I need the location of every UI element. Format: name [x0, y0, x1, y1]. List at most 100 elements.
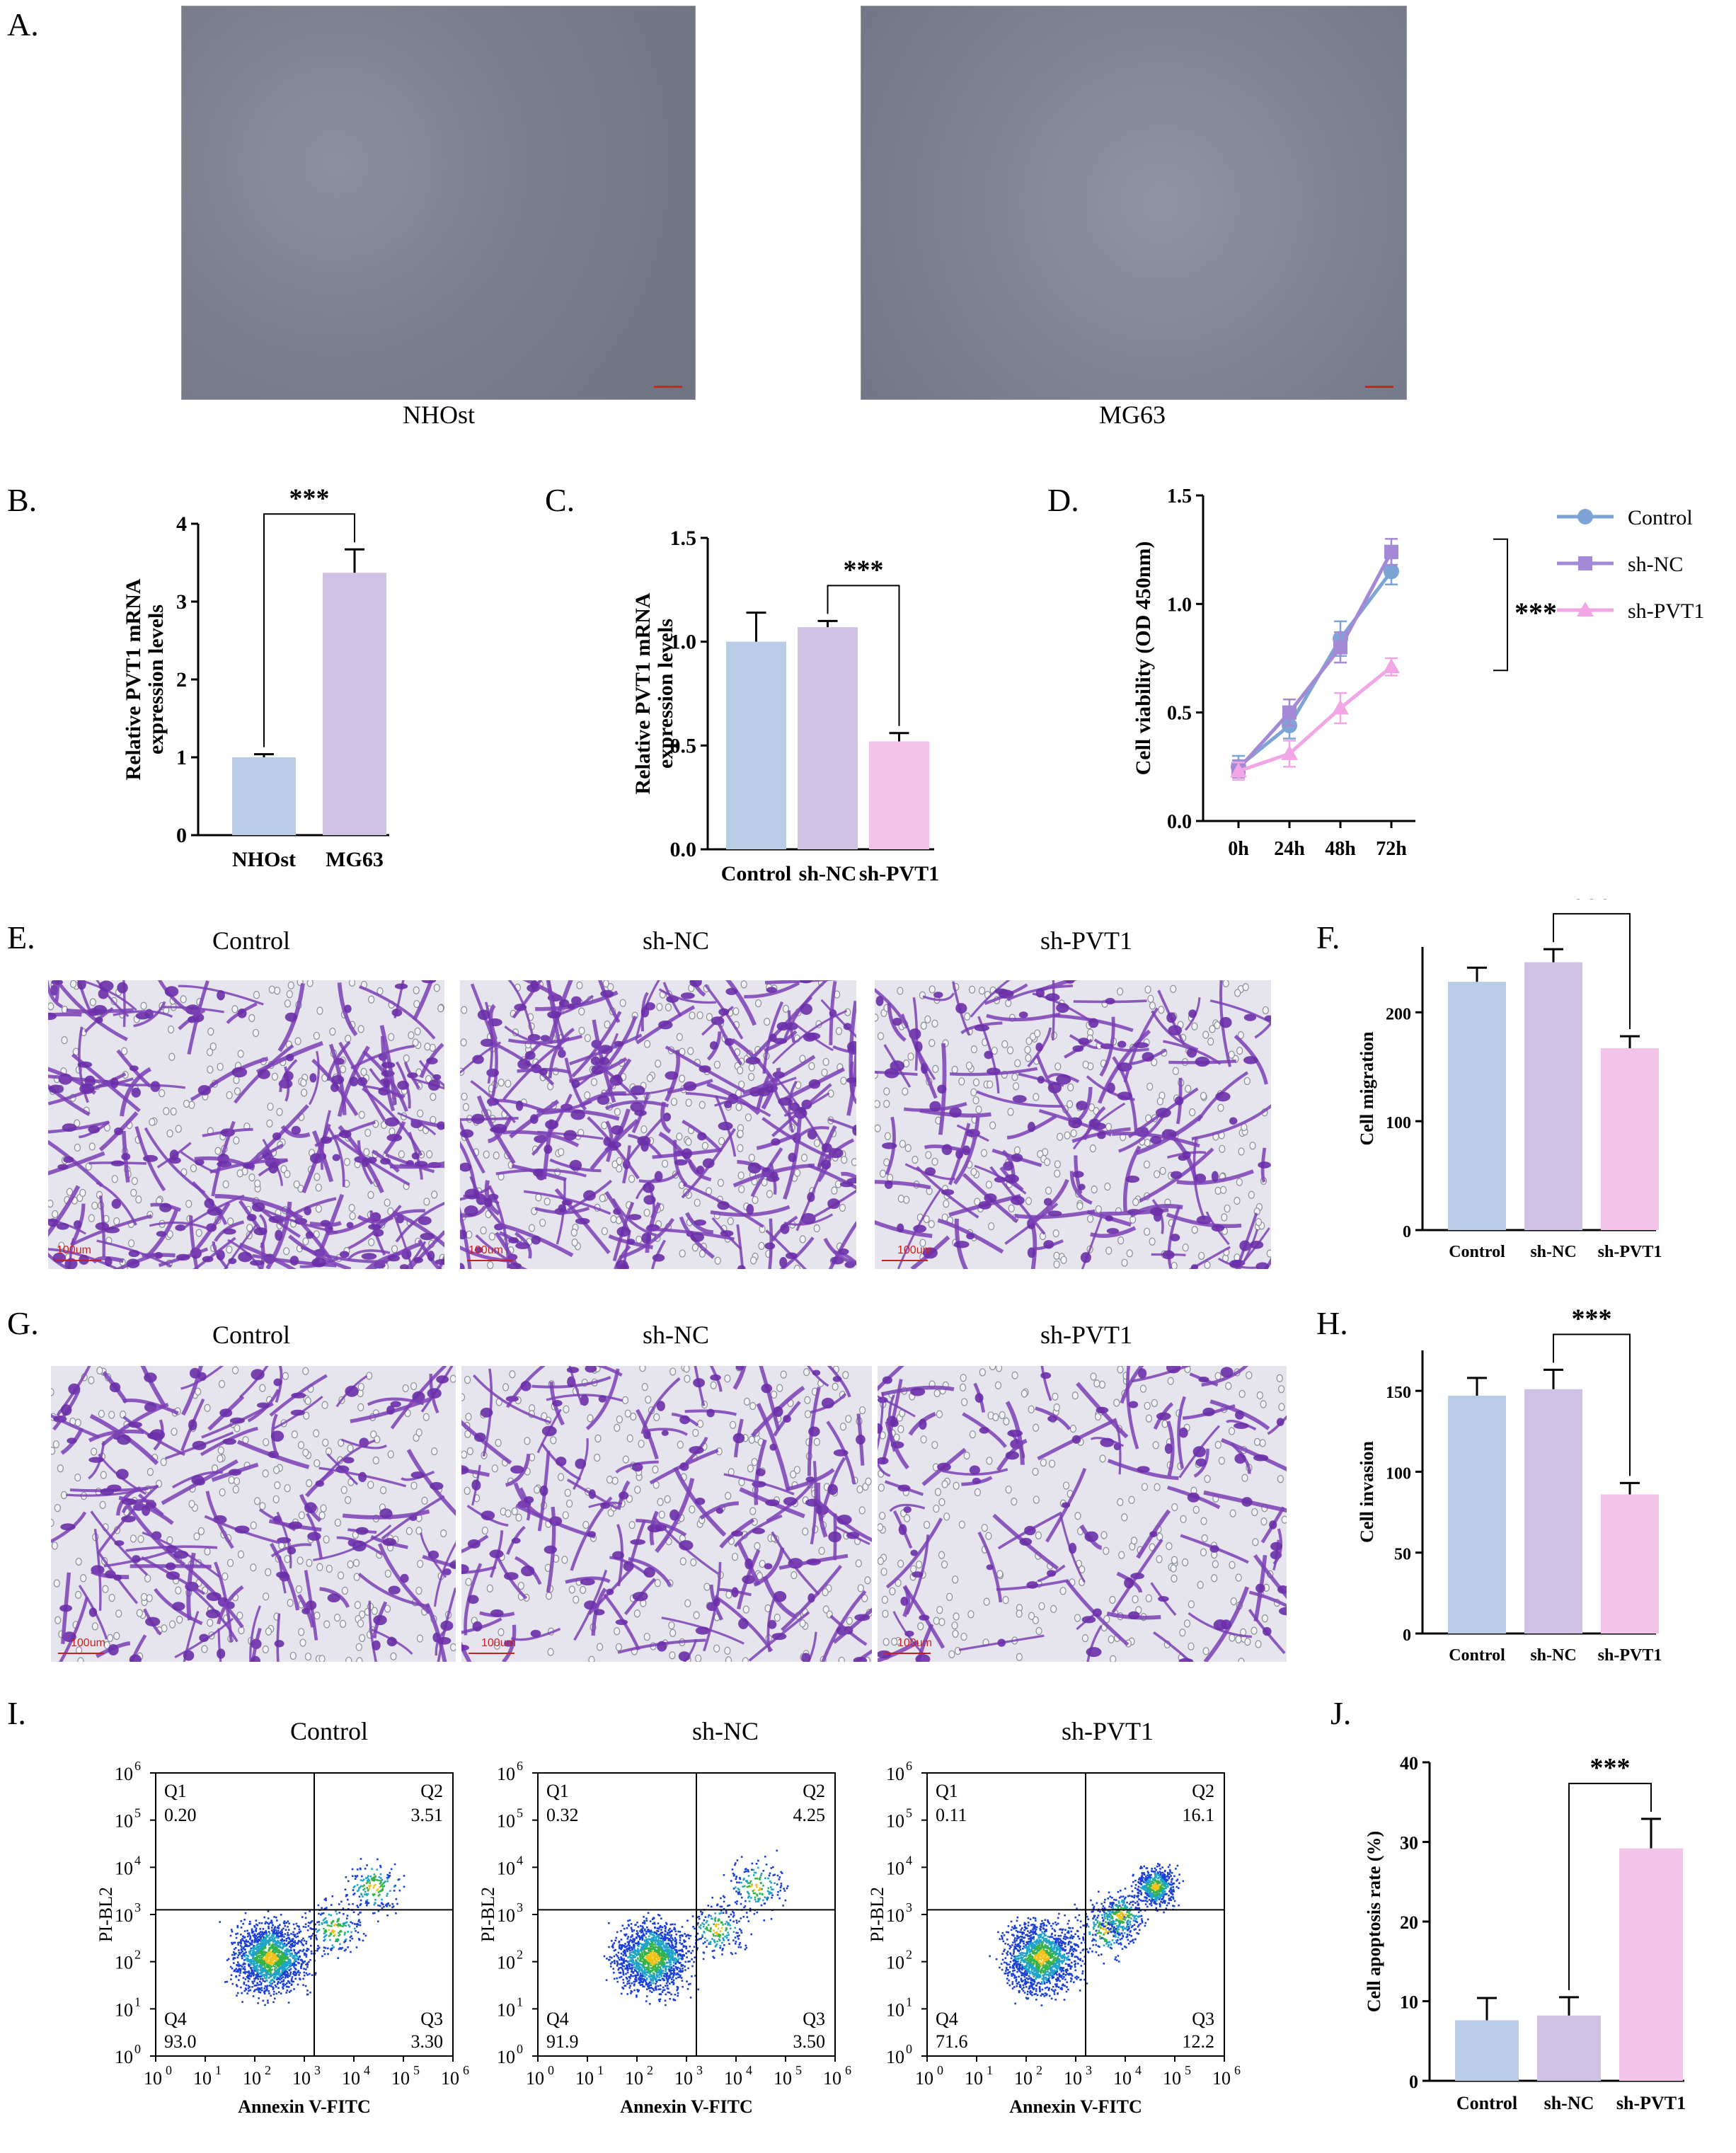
event-dot	[288, 1958, 290, 1960]
stained-cell-process	[362, 1050, 408, 1113]
membrane-pore	[528, 1224, 536, 1232]
y-tick-label: 200	[1386, 1005, 1411, 1023]
significance-label: ***	[289, 488, 330, 513]
membrane-pore	[839, 1423, 847, 1431]
event-dot	[398, 1889, 401, 1892]
membrane-pore	[339, 1619, 347, 1629]
stained-cell-process	[359, 985, 436, 1040]
membrane-pore	[1238, 1658, 1245, 1662]
membrane-pore	[979, 1368, 986, 1377]
event-dot	[272, 2001, 275, 2004]
event-dot	[324, 1947, 327, 1949]
stained-cell-body	[838, 1248, 849, 1256]
membrane-pore	[1025, 1054, 1032, 1062]
event-dot	[280, 1931, 283, 1934]
stained-cell-process	[996, 1438, 1028, 1471]
event-dot	[310, 1952, 313, 1955]
event-dot	[268, 1940, 271, 1942]
event-dot	[268, 1970, 270, 1973]
membrane-pore	[929, 985, 936, 994]
event-dot	[266, 1961, 269, 1964]
x-tick-label: 72h	[1376, 838, 1407, 860]
event-dot	[248, 1952, 251, 1955]
stained-cell-body	[1255, 1262, 1270, 1269]
stained-cell-body	[949, 1107, 962, 1118]
stained-cell-body	[142, 1505, 151, 1516]
event-dot	[291, 1976, 294, 1978]
event-dot	[253, 1963, 256, 1965]
event-dot	[243, 1942, 246, 1944]
stained-cell-process	[1166, 1420, 1175, 1476]
membrane-pore	[558, 1148, 565, 1156]
stained-cell-body	[62, 1123, 77, 1132]
membrane-pore	[113, 1631, 120, 1641]
event-dot	[293, 1965, 295, 1968]
stained-cell-body	[1065, 980, 1075, 984]
stained-cell-process	[807, 1164, 856, 1190]
membrane-pore	[713, 1644, 720, 1653]
membrane-pore	[226, 1245, 233, 1254]
event-dot	[253, 1990, 255, 1992]
membrane-pore	[576, 981, 583, 989]
stained-cell-body	[987, 1067, 1001, 1075]
event-dot	[265, 1988, 268, 1991]
event-dot	[262, 1952, 265, 1954]
membrane-pore	[670, 1098, 678, 1106]
membrane-pore	[408, 1031, 415, 1040]
stained-cell-process	[629, 1520, 647, 1565]
membrane-pore	[387, 1450, 394, 1459]
membrane-pore	[858, 1406, 866, 1415]
stained-cell-body	[752, 1481, 766, 1488]
event-dot	[233, 1962, 235, 1964]
event-dot	[287, 1942, 289, 1945]
membrane-pore	[1234, 1197, 1241, 1205]
membrane-pore	[738, 1185, 745, 1193]
bar	[726, 641, 786, 849]
event-dot	[264, 1980, 266, 1982]
stained-cell-body	[117, 982, 128, 994]
event-dot	[277, 1968, 280, 1971]
event-dot	[262, 1936, 265, 1939]
event-dot	[260, 1968, 262, 1970]
event-dot	[292, 1963, 294, 1966]
event-dot	[343, 1924, 345, 1927]
event-dot	[275, 1956, 278, 1959]
stained-cell-body	[767, 1619, 777, 1629]
membrane-pore	[676, 1132, 683, 1141]
event-dot	[259, 1942, 262, 1945]
stained-cell-process	[326, 1215, 374, 1236]
event-dot	[277, 1944, 279, 1947]
membrane-pore	[678, 1074, 686, 1083]
event-dot	[268, 1985, 271, 1987]
stained-cell-body	[694, 1498, 706, 1505]
event-dot	[246, 1945, 249, 1948]
membrane-pore	[961, 1398, 968, 1406]
membrane-pore	[388, 1033, 395, 1041]
event-dot	[261, 1974, 263, 1976]
event-dot	[253, 1980, 255, 1982]
stained-cell-body	[414, 1161, 428, 1167]
membrane-pore	[96, 1366, 103, 1375]
event-dot	[303, 1952, 306, 1955]
event-dot	[275, 1946, 277, 1948]
membrane-pore	[1170, 1564, 1177, 1573]
stained-cell-body	[514, 1004, 527, 1011]
stained-cell-body	[217, 1161, 232, 1168]
membrane-pore	[919, 1239, 926, 1247]
event-dot	[265, 1965, 268, 1967]
event-dot	[248, 1975, 251, 1977]
event-dot	[287, 1966, 290, 1969]
event-dot	[279, 1962, 282, 1965]
membrane-pore	[1228, 1427, 1236, 1435]
stained-cell-body	[679, 1415, 690, 1425]
event-dot	[255, 1988, 258, 1991]
stained-cell-process	[685, 1212, 714, 1234]
event-dot	[274, 1965, 276, 1968]
stained-cell-body	[807, 1129, 817, 1140]
membrane-pore	[1011, 1371, 1018, 1379]
event-dot	[362, 1933, 365, 1935]
stained-cell-body	[88, 1125, 100, 1134]
stained-cell-process	[379, 1025, 397, 1106]
membrane-pore	[236, 1169, 243, 1178]
